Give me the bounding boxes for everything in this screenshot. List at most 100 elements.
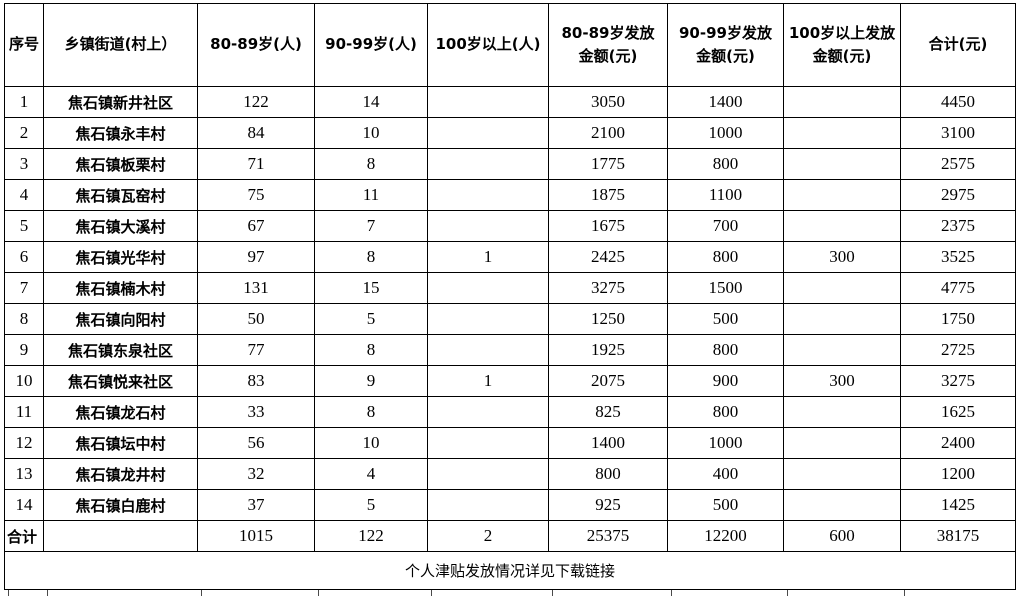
table-row: 5 焦石镇大溪村 67 7 1675 700 2375 — [4, 210, 1016, 242]
age-80-89-count-cell: 84 — [197, 117, 315, 149]
total-age-80-89-count-cell: 1015 — [197, 520, 315, 552]
age-100plus-count-cell — [427, 179, 549, 211]
index-cell: 6 — [4, 241, 44, 273]
age-90-99-count-cell: 8 — [314, 241, 428, 273]
row-total-cell: 3525 — [900, 241, 1016, 273]
table-row: 10 焦石镇悦来社区 83 9 1 2075 900 300 3275 — [4, 365, 1016, 397]
age-100plus-amount-cell — [783, 179, 901, 211]
age-90-99-amount-cell: 1000 — [667, 117, 784, 149]
township-village-cell: 焦石镇白鹿村 — [43, 489, 198, 521]
age-80-89-amount-cell: 925 — [548, 489, 668, 521]
total-grand-total-cell: 38175 — [900, 520, 1016, 552]
age-80-89-count-cell: 83 — [197, 365, 315, 397]
age-100plus-amount-cell — [783, 458, 901, 490]
total-age-90-99-count-cell: 122 — [314, 520, 428, 552]
table-row: 8 焦石镇向阳村 50 5 1250 500 1750 — [4, 303, 1016, 335]
table-row: 9 焦石镇东泉社区 77 8 1925 800 2725 — [4, 334, 1016, 366]
index-cell: 2 — [4, 117, 44, 149]
age-90-99-amount-cell: 800 — [667, 334, 784, 366]
township-village-cell: 焦石镇大溪村 — [43, 210, 198, 242]
age-100plus-amount-cell — [783, 427, 901, 459]
age-90-99-count-cell: 14 — [314, 86, 428, 118]
age-80-89-count-cell: 37 — [197, 489, 315, 521]
gridline-stub — [671, 590, 672, 596]
index-cell: 11 — [4, 396, 44, 428]
township-village-cell: 焦石镇楠木村 — [43, 272, 198, 304]
index-cell: 8 — [4, 303, 44, 335]
age-90-99-count-cell: 5 — [314, 489, 428, 521]
index-cell: 13 — [4, 458, 44, 490]
index-cell: 5 — [4, 210, 44, 242]
row-total-cell: 2575 — [900, 148, 1016, 180]
row-total-cell: 3100 — [900, 117, 1016, 149]
gridline-stub — [552, 590, 553, 596]
total-age-100plus-count-cell: 2 — [427, 520, 549, 552]
col-header-age-90-99-amount: 90-99岁发放 金额(元) — [667, 3, 784, 87]
row-total-cell: 3275 — [900, 365, 1016, 397]
col-header-age-100plus-amount: 100岁以上发放 金额(元) — [783, 3, 901, 87]
col-header-index: 序号 — [4, 3, 44, 87]
age-80-89-count-cell: 131 — [197, 272, 315, 304]
township-village-cell: 焦石镇向阳村 — [43, 303, 198, 335]
age-90-99-amount-cell: 500 — [667, 303, 784, 335]
age-90-99-amount-cell: 800 — [667, 148, 784, 180]
age-80-89-count-cell: 56 — [197, 427, 315, 459]
age-80-89-count-cell: 32 — [197, 458, 315, 490]
gridline-stub — [201, 590, 202, 596]
age-90-99-count-cell: 10 — [314, 117, 428, 149]
gridline-stub — [904, 590, 905, 596]
age-90-99-count-cell: 7 — [314, 210, 428, 242]
index-cell: 3 — [4, 148, 44, 180]
total-age-80-89-amount-cell: 25375 — [548, 520, 668, 552]
age-100plus-amount-cell — [783, 303, 901, 335]
index-cell: 7 — [4, 272, 44, 304]
row-total-cell: 1425 — [900, 489, 1016, 521]
township-village-cell: 焦石镇龙石村 — [43, 396, 198, 428]
col-header-age-80-89-amount: 80-89岁发放 金额(元) — [548, 3, 668, 87]
row-total-cell: 2725 — [900, 334, 1016, 366]
age-90-99-amount-cell: 900 — [667, 365, 784, 397]
table-row: 14 焦石镇白鹿村 37 5 925 500 1425 — [4, 489, 1016, 521]
age-80-89-count-cell: 71 — [197, 148, 315, 180]
age-100plus-amount-cell — [783, 148, 901, 180]
col-header-township-village: 乡镇街道(村上） — [43, 3, 198, 87]
age-80-89-count-cell: 33 — [197, 396, 315, 428]
table-body: 1 焦石镇新井社区 122 14 3050 1400 4450 2 焦石镇永丰村 84 10 2100… — [4, 86, 1016, 521]
index-cell: 4 — [4, 179, 44, 211]
age-90-99-count-cell: 11 — [314, 179, 428, 211]
age-90-99-count-cell: 9 — [314, 365, 428, 397]
table-row: 4 焦石镇瓦窑村 75 11 1875 1100 2975 — [4, 179, 1016, 211]
age-100plus-count-cell — [427, 334, 549, 366]
age-90-99-count-cell: 5 — [314, 303, 428, 335]
age-90-99-count-cell: 15 — [314, 272, 428, 304]
age-100plus-amount-cell: 300 — [783, 365, 901, 397]
total-label-cell: 合计 — [4, 520, 44, 552]
row-total-cell: 2400 — [900, 427, 1016, 459]
age-90-99-count-cell: 8 — [314, 148, 428, 180]
age-80-89-amount-cell: 2100 — [548, 117, 668, 149]
age-90-99-amount-cell: 500 — [667, 489, 784, 521]
age-100plus-amount-cell — [783, 396, 901, 428]
age-100plus-amount-cell — [783, 489, 901, 521]
township-village-cell: 焦石镇板栗村 — [43, 148, 198, 180]
total-age-90-99-amount-cell: 12200 — [667, 520, 784, 552]
township-village-cell: 焦石镇坛中村 — [43, 427, 198, 459]
total-age-100plus-amount-cell: 600 — [783, 520, 901, 552]
age-90-99-amount-cell: 800 — [667, 396, 784, 428]
row-total-cell: 2975 — [900, 179, 1016, 211]
row-total-cell: 1625 — [900, 396, 1016, 428]
age-100plus-amount-cell — [783, 210, 901, 242]
township-village-cell: 焦石镇东泉社区 — [43, 334, 198, 366]
header-row: 序号 乡镇街道(村上） 80-89岁(人) 90-99岁(人) 100岁以上(人… — [4, 3, 1016, 87]
footer-note: 个人津贴发放情况详见下载链接 — [4, 551, 1016, 590]
age-100plus-count-cell — [427, 458, 549, 490]
age-90-99-amount-cell: 700 — [667, 210, 784, 242]
gridline-stub — [787, 590, 788, 596]
total-row: 合计 1015 122 2 25375 12200 600 38175 — [4, 520, 1016, 552]
gridline-stub — [431, 590, 432, 596]
index-cell: 14 — [4, 489, 44, 521]
age-100plus-count-cell — [427, 148, 549, 180]
age-100plus-count-cell — [427, 272, 549, 304]
age-100plus-count-cell: 1 — [427, 365, 549, 397]
